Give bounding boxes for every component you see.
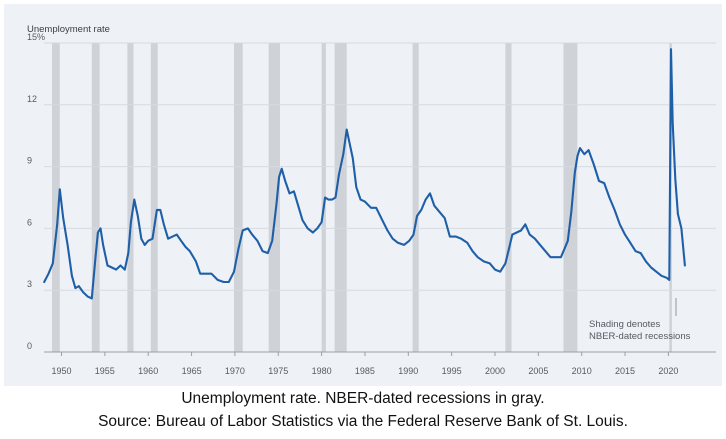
recession-band-8 [334,43,347,352]
x-tick-label-1995: 1995 [442,366,462,376]
x-tick-label-1950: 1950 [51,366,71,376]
y-axis-label: Unemployment rate [27,24,110,35]
x-tick-label-1965: 1965 [182,366,202,376]
x-tick-label-2020: 2020 [658,366,678,376]
recession-note-line-1: Shading denotes [589,319,661,330]
x-tick-label-1970: 1970 [225,366,245,376]
chart-panel [4,4,722,386]
y-tick-label-0: 0 [27,341,32,351]
x-tick-label-1990: 1990 [398,366,418,376]
recession-band-3 [127,43,134,352]
recession-bands [52,43,672,352]
recession-note: Shading denotes NBER-dated recessions [589,298,691,342]
series-line-unemployment [43,48,686,300]
x-tick-labels: 1950 1955 1960 1965 1970 1975 1980 1985 1990 1995… [51,352,678,376]
x-tick-label-1980: 1980 [312,366,332,376]
caption-source: Source: Bureau of Labor Statistics via t… [98,413,628,430]
recession-band-6 [268,43,280,352]
recession-band-11 [563,43,578,352]
unemployment-chart: Unemployment rate 0 3 6 9 12 15% 1950 1955 1960… [27,24,716,376]
y-tick-labels: 0 3 6 9 12 15% [27,32,45,351]
x-tick-label-1960: 1960 [138,366,158,376]
recession-band-10 [505,43,512,352]
series-layer [43,48,686,300]
gridlines [44,42,716,353]
recession-band-5 [234,43,243,352]
x-tick-label-2000: 2000 [485,366,505,376]
x-tick-label-2005: 2005 [528,366,548,376]
recession-band-9 [412,43,419,352]
recession-note-line-2: NBER-dated recessions [589,331,691,342]
y-tick-label-6: 6 [27,217,32,227]
x-tick-label-2015: 2015 [615,366,635,376]
x-tick-label-1985: 1985 [355,366,375,376]
recession-band-4 [150,43,158,352]
y-tick-label-15: 15% [27,32,45,42]
y-tick-label-3: 3 [27,279,32,289]
recession-band-1 [52,43,60,352]
x-tick-label-1975: 1975 [268,366,288,376]
y-tick-label-12: 12 [27,94,37,104]
recession-band-7 [321,43,326,352]
recession-band-2 [91,43,100,352]
x-tick-label-1955: 1955 [95,366,115,376]
x-tick-label-2010: 2010 [572,366,592,376]
caption-title: Unemployment rate. NBER-dated recessions… [181,390,545,407]
y-tick-label-9: 9 [27,156,32,166]
